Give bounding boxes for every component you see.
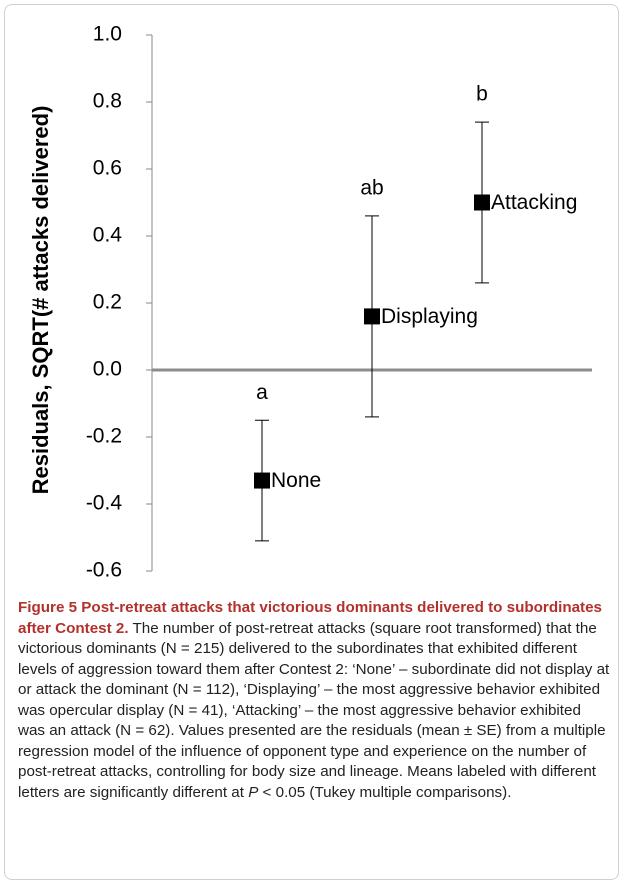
y-tick-label: 0.4 [93,224,123,247]
y-tick-label: 0.8 [93,90,122,113]
marker [364,308,380,325]
y-axis-label: Residuals, SQRT(# attacks delivered) [28,106,53,495]
significance-letter: a [256,381,268,404]
caption-title: Figure 5 Post-retreat attacks that victo… [18,599,603,637]
point-label: None [271,469,321,492]
caption: Figure 5 Post-retreat attacks that victo… [18,598,610,803]
caption-body: The number of post-retreat attacks (squa… [18,619,610,801]
y-tick-label: -0.2 [86,425,122,448]
y-tick-label: 1.0 [93,23,122,46]
y-tick-label: 0.6 [93,157,122,180]
y-tick-label: -0.6 [86,559,122,582]
y-tick-label: -0.4 [86,492,123,515]
figure-frame [4,4,619,880]
y-tick-label: 0.2 [93,291,122,314]
point-label: Displaying [381,305,478,328]
point-label: Attacking [491,191,577,214]
significance-letter: b [476,83,488,106]
marker [474,194,490,211]
marker [254,472,270,489]
caption-italic: P [248,783,259,801]
y-tick-label: 0.0 [93,358,122,381]
caption-tail: < 0.05 (Tukey multiple comparisons). [258,783,512,801]
chart: Residuals, SQRT(# attacks delivered) -0.… [28,23,592,582]
significance-letter: ab [360,176,383,199]
